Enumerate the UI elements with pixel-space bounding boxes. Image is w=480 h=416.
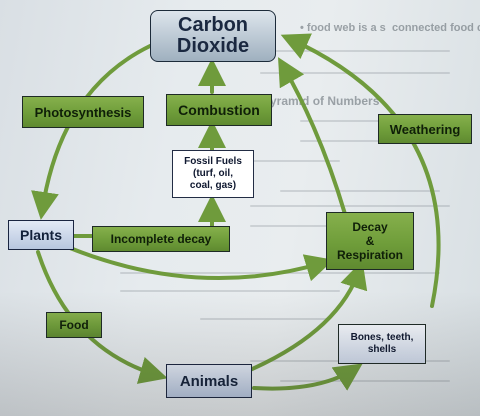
- background-text-2: connected food chains: [392, 22, 480, 34]
- arrow-animals-to-bones: [252, 363, 363, 391]
- node-combustion-label: Combustion: [178, 102, 260, 118]
- node-bones-teeth-shells: Bones, teeth, shells: [338, 324, 426, 364]
- node-incomplete-decay: Incomplete decay: [92, 226, 230, 252]
- node-bones-line1: Bones, teeth,: [350, 332, 414, 343]
- node-animals: Animals: [166, 364, 252, 398]
- background-text-1: • food web is a s: [300, 22, 386, 34]
- node-decay-line2: &: [365, 234, 375, 248]
- node-decay-line1: Decay: [352, 220, 388, 234]
- node-food: Food: [46, 312, 102, 338]
- node-incomplete-decay-label: Incomplete decay: [110, 232, 212, 246]
- node-photosynthesis-label: Photosynthesis: [34, 104, 132, 120]
- arrow-animals-to-decay: [248, 260, 368, 372]
- node-fossil-fuels-line1: Fossil Fuels: [184, 156, 242, 167]
- node-weathering: Weathering: [378, 114, 472, 144]
- node-food-label: Food: [59, 318, 89, 332]
- node-decay-line3: Respiration: [336, 248, 403, 262]
- node-fossil-fuels: Fossil Fuels (turf, oil, coal, gas): [172, 150, 254, 198]
- arrow-decay-to-co2: [278, 57, 347, 216]
- node-combustion: Combustion: [166, 94, 272, 126]
- node-fossil-fuels-line2: (turf, oil,: [193, 168, 233, 179]
- arrow-co2-to-plants: [31, 44, 152, 220]
- node-carbon-dioxide-line2: Dioxide: [176, 35, 250, 57]
- node-decay-respiration: Decay & Respiration: [326, 212, 414, 270]
- arrow-weathering-to-co2: [280, 33, 441, 308]
- node-animals-label: Animals: [179, 372, 239, 390]
- arrow-plants-to-decay: [68, 246, 334, 282]
- node-fossil-fuels-line3: coal, gas): [189, 180, 237, 191]
- node-plants: Plants: [8, 220, 74, 250]
- node-weathering-label: Weathering: [389, 121, 461, 137]
- node-plants-label: Plants: [19, 227, 62, 243]
- node-carbon-dioxide: Carbon Dioxide: [150, 10, 276, 62]
- node-bones-line2: shells: [367, 344, 397, 355]
- node-carbon-dioxide-line1: Carbon: [178, 14, 248, 36]
- background-text-3: Pyramid of Numbers: [262, 94, 380, 108]
- node-photosynthesis: Photosynthesis: [22, 96, 144, 128]
